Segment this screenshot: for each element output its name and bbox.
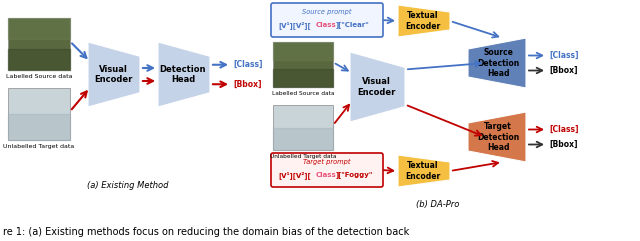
Polygon shape [88, 42, 140, 107]
Text: Textual
Encoder: Textual Encoder [405, 11, 440, 31]
Text: Visual
Encoder: Visual Encoder [94, 65, 132, 84]
Text: Unlabelled Target data: Unlabelled Target data [3, 144, 75, 149]
Text: ]["Foggy": ]["Foggy" [336, 172, 373, 179]
Text: [Bbox]: [Bbox] [549, 140, 577, 149]
Text: [V¹][V²][: [V¹][V²][ [278, 21, 310, 29]
Text: ]["Clear": ]["Clear" [336, 21, 370, 28]
Text: (a) Existing Method: (a) Existing Method [87, 181, 169, 189]
Polygon shape [468, 38, 526, 88]
Text: [Class]: [Class] [233, 60, 262, 69]
Text: Class: Class [316, 172, 337, 178]
FancyBboxPatch shape [273, 42, 333, 87]
Text: Source prompt: Source prompt [302, 9, 352, 15]
Text: re 1: (a) Existing methods focus on reducing the domain bias of the detection ba: re 1: (a) Existing methods focus on redu… [3, 227, 409, 237]
Text: [V¹][V²][: [V¹][V²][ [278, 171, 310, 179]
Text: Textual
Encoder: Textual Encoder [405, 161, 440, 181]
FancyBboxPatch shape [273, 105, 333, 150]
Text: Source
Detection
Head: Source Detection Head [477, 48, 519, 78]
Text: [Bbox]: [Bbox] [233, 80, 262, 89]
Text: Target prompt: Target prompt [303, 159, 351, 165]
Text: (b) DA-Pro: (b) DA-Pro [416, 201, 460, 209]
Text: [Class]: [Class] [549, 125, 579, 134]
Polygon shape [398, 5, 450, 37]
Polygon shape [350, 52, 405, 122]
Text: Labelled Source data: Labelled Source data [272, 91, 334, 96]
FancyBboxPatch shape [8, 18, 70, 70]
FancyBboxPatch shape [8, 88, 70, 140]
Text: Visual
Encoder: Visual Encoder [357, 77, 396, 97]
Text: Detection
Head: Detection Head [160, 65, 206, 84]
Text: Labelled Source data: Labelled Source data [6, 74, 72, 79]
Polygon shape [468, 112, 526, 162]
Polygon shape [158, 42, 210, 107]
Text: [Bbox]: [Bbox] [549, 66, 577, 75]
Polygon shape [398, 155, 450, 187]
Text: Class: Class [316, 22, 337, 28]
FancyBboxPatch shape [271, 3, 383, 37]
Text: [Class]: [Class] [549, 51, 579, 60]
Text: Unlabelled Target data: Unlabelled Target data [269, 154, 336, 159]
FancyBboxPatch shape [271, 153, 383, 187]
Text: Target
Detection
Head: Target Detection Head [477, 122, 519, 152]
